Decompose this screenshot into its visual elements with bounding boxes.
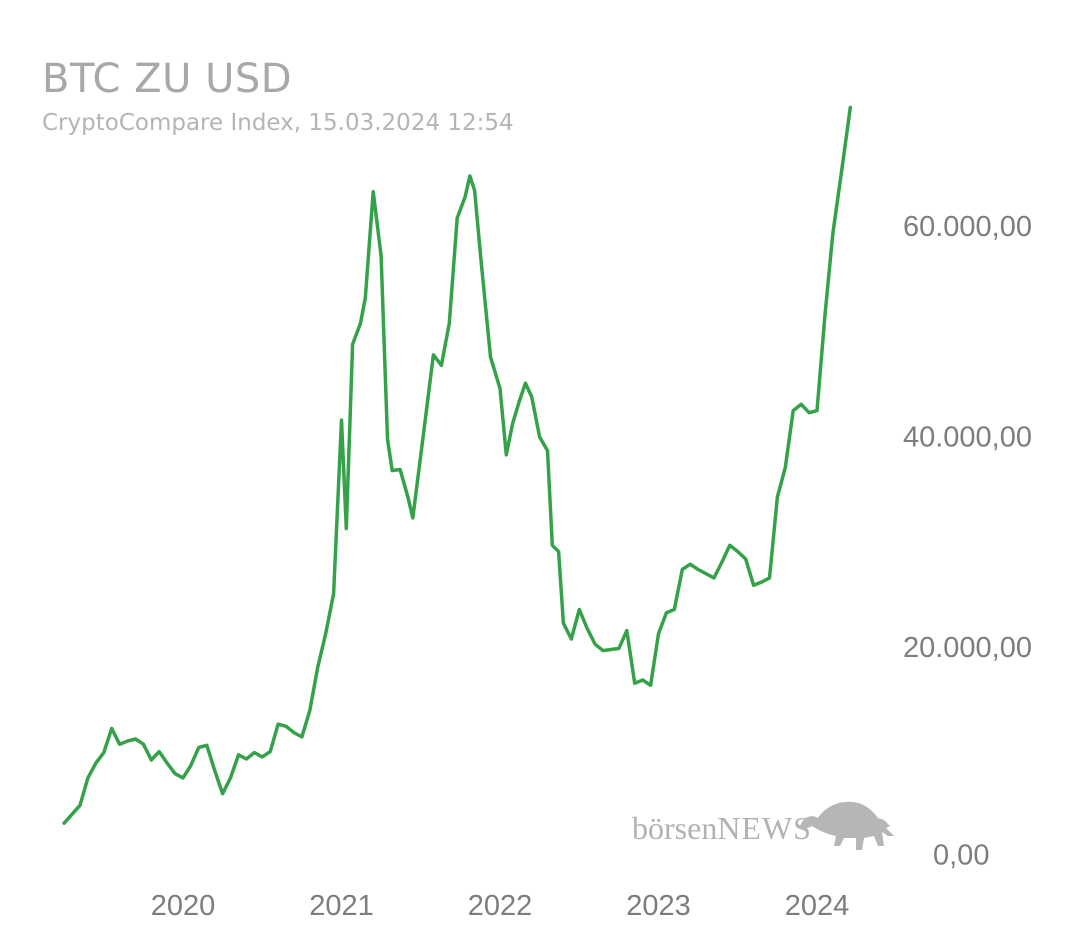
plot-area (62, 105, 853, 825)
y-tick-label: 60.000,00 (903, 211, 1032, 243)
watermark-logo: börsenNEWS (632, 796, 902, 856)
y-tick-label: 40.000,00 (903, 422, 1032, 454)
x-axis: 2020 2021 2022 2023 2024 (151, 890, 850, 922)
watermark-brand-prefix: börsen (632, 810, 718, 846)
x-tick-label: 2021 (309, 890, 374, 922)
y-tick-label: 20.000,00 (903, 632, 1032, 664)
x-tick-label: 2024 (785, 890, 850, 922)
y-axis: 0,00 20.000,00 40.000,00 60.000,00 (903, 211, 1032, 872)
y-tick-label: 0,00 (933, 840, 989, 872)
series-line (62, 105, 853, 825)
chart-subtitle: CryptoCompare Index, 15.03.2024 12:54 (42, 110, 514, 136)
x-tick-label: 2023 (626, 890, 691, 922)
watermark-brand: börsenNEWS (632, 810, 812, 847)
x-tick-label: 2020 (151, 890, 216, 922)
chart-title: BTC ZU USD (42, 56, 293, 102)
watermark-brand-suffix: NEWS (717, 810, 812, 846)
x-tick-label: 2022 (468, 890, 533, 922)
bull-icon (800, 801, 894, 850)
